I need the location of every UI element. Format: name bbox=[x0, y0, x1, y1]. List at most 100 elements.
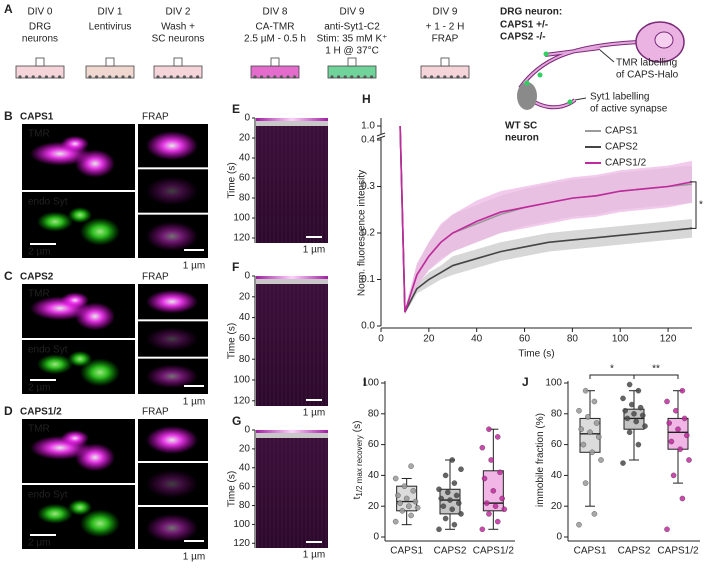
channel-label: TMR bbox=[28, 289, 50, 300]
div-label: DIV 0 bbox=[27, 7, 52, 18]
point bbox=[401, 483, 408, 489]
cell bbox=[449, 75, 453, 79]
y-tick-label: 60 bbox=[239, 481, 251, 492]
tmr-signal bbox=[61, 430, 89, 447]
point bbox=[436, 526, 442, 533]
point bbox=[481, 475, 488, 482]
point bbox=[392, 518, 399, 525]
y-tick-label: 20 bbox=[551, 501, 563, 512]
point bbox=[488, 457, 494, 463]
point bbox=[392, 475, 399, 482]
point bbox=[458, 466, 464, 473]
y-tick-label: 80 bbox=[239, 500, 251, 511]
panel-letter: I bbox=[363, 375, 366, 389]
x-tick-label: CAPS1/2 bbox=[657, 546, 699, 557]
y-axis-label-unit: (s) bbox=[352, 421, 363, 433]
y-tick-label: 120 bbox=[233, 395, 250, 406]
x-tick-label: CAPS1 bbox=[574, 546, 607, 557]
y-axis-label: Time (s) bbox=[227, 471, 238, 507]
step-text: SC neurons bbox=[152, 34, 205, 45]
cell bbox=[363, 75, 367, 79]
point bbox=[624, 415, 631, 422]
syt-signal bbox=[37, 503, 73, 524]
genotype: CAPS1 +/- bbox=[500, 20, 548, 31]
significance: * bbox=[699, 200, 703, 211]
point bbox=[576, 521, 582, 528]
point bbox=[635, 387, 642, 394]
point bbox=[576, 407, 582, 414]
channel-label: endo Syt bbox=[28, 345, 68, 356]
cell bbox=[95, 75, 99, 79]
cell bbox=[253, 75, 257, 79]
cell bbox=[273, 75, 277, 79]
frap-signal bbox=[146, 221, 198, 251]
y-tick-label: 0.4 bbox=[361, 135, 375, 146]
cell bbox=[31, 75, 35, 79]
cell bbox=[18, 75, 22, 79]
cell bbox=[343, 75, 347, 79]
div-label: DIV 1 bbox=[97, 7, 122, 18]
y-tick-label: 100 bbox=[233, 213, 250, 224]
syt-signal bbox=[68, 207, 92, 224]
panel-letter: D bbox=[4, 404, 13, 418]
y-tick-label: 0 bbox=[244, 271, 250, 282]
syt-signal bbox=[68, 350, 92, 367]
error-band bbox=[404, 219, 692, 315]
y-axis-label-main: immobile fraction (%) bbox=[535, 413, 546, 507]
y-tick-label: 0 bbox=[556, 532, 562, 543]
point bbox=[666, 420, 673, 426]
tmr-signal bbox=[75, 149, 115, 178]
axis-break bbox=[376, 132, 386, 140]
point bbox=[580, 441, 587, 448]
y-tick-label: 80 bbox=[239, 354, 251, 365]
frap-signal bbox=[146, 470, 198, 498]
panel-name: CAPS2 bbox=[20, 272, 54, 283]
diagram-note: TMR labelling bbox=[616, 58, 677, 69]
synapse bbox=[543, 51, 549, 57]
x-tick-label: CAPS2 bbox=[434, 546, 467, 557]
point bbox=[591, 511, 598, 517]
y-tick-label: 40 bbox=[368, 470, 380, 481]
y-axis-label: Time (s) bbox=[227, 162, 238, 198]
syt-signal bbox=[80, 217, 120, 246]
dish-lid bbox=[173, 57, 183, 67]
sc-neuron bbox=[517, 82, 537, 110]
frap-signal bbox=[146, 426, 198, 454]
error-band bbox=[404, 160, 692, 315]
step-text: anti-Syt1-C2 bbox=[324, 22, 380, 33]
y-tick-label: 0.2 bbox=[361, 228, 375, 239]
cell bbox=[108, 75, 112, 79]
frap-label: FRAP bbox=[142, 112, 169, 123]
cell bbox=[423, 75, 427, 79]
panel-name: CAPS1/2 bbox=[20, 407, 62, 418]
panel-letter: B bbox=[4, 109, 13, 123]
dish-lid bbox=[440, 57, 450, 67]
y-axis-label-main: t bbox=[352, 496, 363, 499]
cell bbox=[58, 75, 62, 79]
channel-label: TMR bbox=[28, 129, 50, 140]
scale-label: 2 µm bbox=[28, 538, 50, 549]
point bbox=[395, 492, 401, 499]
frap-signal bbox=[146, 131, 198, 161]
diagram-note: Syt1 labelling bbox=[590, 92, 649, 103]
frap-signal bbox=[146, 289, 198, 314]
point bbox=[449, 457, 456, 463]
cell bbox=[356, 75, 360, 79]
point bbox=[447, 497, 453, 503]
x-tick-label: 20 bbox=[423, 334, 435, 345]
synapse bbox=[524, 80, 530, 86]
step-text: + 1 - 2 H bbox=[426, 22, 465, 33]
frap-signal bbox=[146, 364, 198, 389]
point bbox=[444, 489, 451, 496]
pointer bbox=[599, 49, 615, 63]
point bbox=[640, 412, 646, 419]
frap-label: FRAP bbox=[142, 272, 169, 283]
frap-signal bbox=[146, 514, 198, 542]
point bbox=[449, 506, 456, 513]
scale-label: 1 µm bbox=[303, 408, 325, 419]
step-text: neurons bbox=[22, 34, 58, 45]
point bbox=[486, 426, 492, 433]
point bbox=[664, 526, 670, 533]
point bbox=[412, 498, 419, 505]
